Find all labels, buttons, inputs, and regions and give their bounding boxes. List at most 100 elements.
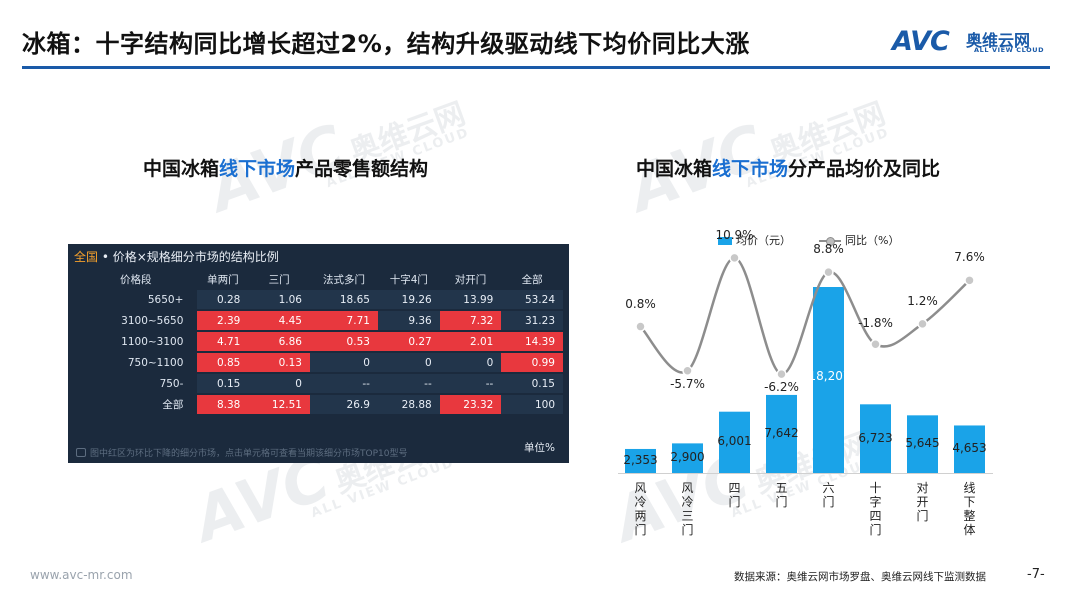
structure-table: 价格段 单两门 三门 法式多门 十字4门 对开门 全部 5650+ 0.28 1.0…: [74, 268, 563, 416]
bar: [766, 394, 797, 473]
table-cell[interactable]: 0.53: [309, 332, 378, 351]
table-cell[interactable]: 19.26: [377, 290, 440, 309]
table-cell[interactable]: 18.65: [309, 290, 378, 309]
table-cell[interactable]: 0.15: [501, 374, 563, 393]
category-label: 十字四门: [869, 481, 882, 537]
yoy-value-label: 10.9%: [715, 227, 754, 242]
table-cell[interactable]: 53.24: [501, 290, 563, 309]
table-cell[interactable]: 2.39: [197, 311, 249, 330]
legend-label-price: 均价（元）: [736, 234, 791, 247]
yoy-point: [729, 252, 740, 264]
yoy-point: [823, 266, 834, 278]
table-row: 750- 0.15 0 -- -- -- 0.15: [74, 374, 563, 393]
table-row: 全部 8.38 12.51 26.9 28.88 23.32 100: [74, 395, 563, 414]
table-cell[interactable]: 23.32: [439, 395, 502, 414]
yoy-value-label: 7.6%: [954, 250, 985, 265]
watermark: AVC奥维云网 ALL VIEW CLOUD: [199, 96, 472, 226]
row-label: 1100~3100: [121, 335, 184, 348]
table-cell[interactable]: 0: [377, 353, 440, 372]
yoy-point: [682, 365, 693, 377]
row-label: 750~1100: [127, 356, 184, 369]
table-cell[interactable]: 0.15: [197, 374, 249, 393]
row-label: 全部: [162, 399, 184, 411]
table-cell[interactable]: 0.85: [197, 353, 249, 372]
bar: [672, 443, 703, 473]
table-cell[interactable]: 13.99: [439, 290, 502, 309]
structure-dashboard: 全国 • 价格×规格细分市场的结构比例 价格段 单两门 三门 法式多门 十字4门…: [68, 244, 569, 463]
table-cell[interactable]: 12.51: [248, 395, 310, 414]
row-label: 750-: [159, 377, 184, 390]
table-cell[interactable]: 28.88: [377, 395, 440, 414]
yoy-point: [964, 275, 975, 286]
right-panel-title: 中国冰箱线下市场分产品均价及同比: [636, 158, 941, 180]
bar-value-label: 6,723: [858, 430, 893, 445]
category-label: 风冷两门: [634, 481, 647, 537]
yoy-value-label: -6.2%: [764, 380, 799, 395]
category-label: 线下整体: [963, 481, 976, 537]
table-cell[interactable]: 8.38: [197, 395, 249, 414]
category-label: 六门: [822, 481, 835, 509]
table-cell[interactable]: 4.71: [197, 332, 249, 351]
table-cell[interactable]: 31.23: [501, 311, 563, 330]
table-cell[interactable]: 14.39: [501, 332, 563, 351]
table-cell[interactable]: 100: [501, 395, 563, 414]
table-cell[interactable]: 0.99: [501, 353, 563, 372]
bar-value-label: 7,642: [764, 425, 799, 440]
bar-value-label: 5,645: [905, 436, 940, 451]
bar-value-label: 4,653: [952, 441, 987, 456]
bar: [954, 425, 985, 473]
table-cell[interactable]: 0.13: [248, 353, 310, 372]
table-cell[interactable]: 4.45: [248, 311, 310, 330]
legend-label-yoy: 同比（%）: [845, 234, 900, 247]
row-label: 3100~5650: [121, 314, 184, 327]
table-cell[interactable]: 0: [439, 353, 502, 372]
table-cell[interactable]: --: [309, 374, 378, 393]
table-cell[interactable]: 0.27: [377, 332, 440, 351]
table-cell[interactable]: --: [439, 374, 502, 393]
category-label: 风冷三门: [681, 481, 694, 537]
table-row: 5650+ 0.28 1.06 18.65 19.26 13.99 53.24: [74, 290, 563, 309]
table-cell[interactable]: 7.32: [439, 311, 502, 330]
region-selector[interactable]: 全国: [74, 250, 99, 264]
column-header: 全部: [521, 273, 543, 286]
column-header: 价格段: [119, 273, 152, 286]
footer-url[interactable]: www.avc-mr.com: [30, 568, 133, 582]
column-header: 十字4门: [389, 273, 428, 286]
row-label: 5650+: [147, 293, 184, 306]
table-cell[interactable]: 26.9: [309, 395, 378, 414]
table-cell[interactable]: 6.86: [248, 332, 310, 351]
bar-value-label: 2,900: [670, 450, 705, 465]
table-cell[interactable]: 2.01: [439, 332, 502, 351]
yoy-value-label: 8.8%: [813, 242, 844, 257]
yoy-value-label: 1.2%: [907, 293, 938, 308]
legend-swatch-bar: [718, 237, 732, 245]
yoy-point: [917, 318, 928, 330]
logo-english: ALL VIEW CLOUD: [974, 46, 1045, 54]
chart-canvas: [618, 252, 993, 474]
page-number: -7-: [1027, 567, 1045, 582]
yoy-value-label: -5.7%: [670, 376, 705, 391]
logo-mark: AVC: [892, 26, 950, 57]
left-panel-title: 中国冰箱线下市场产品零售额结构: [143, 158, 429, 180]
yoy-point: [776, 368, 787, 380]
table-cell[interactable]: 0: [248, 374, 310, 393]
table-cell[interactable]: 0.28: [197, 290, 249, 309]
legend-swatch-line: [819, 236, 841, 246]
category-label: 五门: [775, 481, 788, 509]
bar: [860, 404, 891, 473]
table-cell[interactable]: 7.71: [309, 311, 378, 330]
table-cell[interactable]: 9.36: [377, 311, 440, 330]
table-cell[interactable]: 0: [309, 353, 378, 372]
table-cell[interactable]: 1.06: [248, 290, 310, 309]
data-source-note: 数据来源：奥维云网市场罗盘、奥维云网线下监测数据: [734, 571, 986, 583]
table-row: 750~1100 0.85 0.13 0 0 0 0.99: [74, 353, 563, 372]
dashboard-unit: 单位%: [524, 442, 555, 454]
table-cell[interactable]: --: [377, 374, 440, 393]
bar-value-label: 6,001: [717, 434, 752, 449]
column-header: 单两门: [207, 273, 239, 286]
yoy-line: [639, 256, 971, 376]
title-divider: [22, 66, 1050, 69]
bar-value-label: 18,207: [808, 369, 851, 383]
avg-price-chart: 均价（元） 同比（%） 2,353 2,900 6,001 7,642 18,207 6,7…: [600, 222, 1000, 537]
bar-value-label: 2,353: [623, 452, 658, 467]
